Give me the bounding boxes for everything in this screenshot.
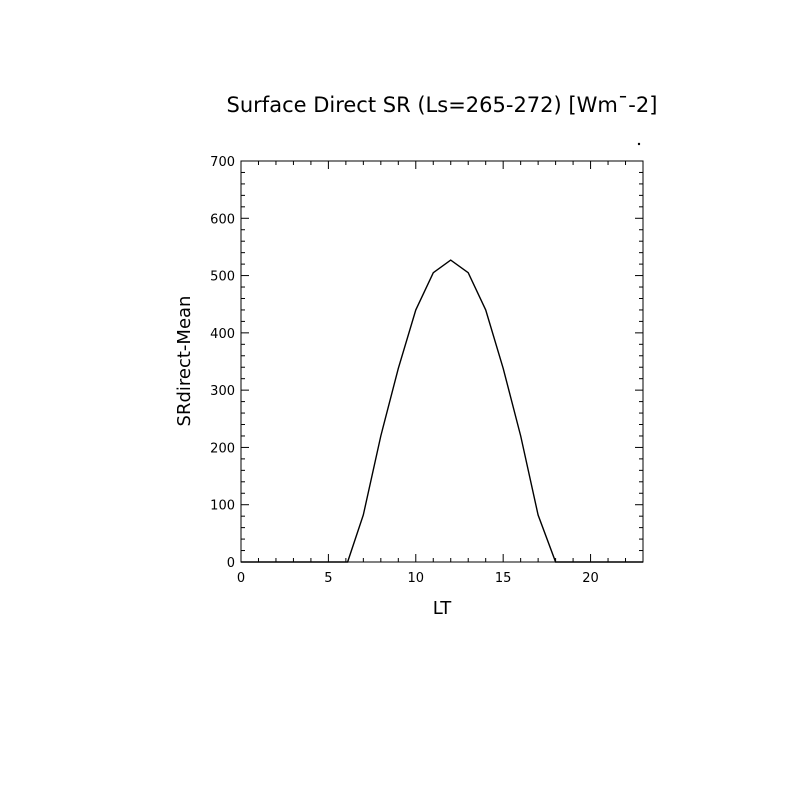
y-tick-label: 100 xyxy=(210,499,235,514)
x-tick-label: 5 xyxy=(324,571,332,586)
x-tick-label: 10 xyxy=(408,571,425,586)
x-axis-label: LT xyxy=(433,598,453,619)
y-tick-label: 700 xyxy=(210,155,235,170)
plot-area xyxy=(240,160,644,563)
y-axis-label: SRdirect-Mean xyxy=(174,296,195,427)
x-axis: 0 5 10 15 20 xyxy=(237,161,644,586)
y-tick-label: 600 xyxy=(210,212,235,227)
y-axis: 0 100 200 300 400 500 600 700 xyxy=(210,155,643,571)
x-tick-label: 0 xyxy=(237,571,245,586)
series-line xyxy=(241,259,643,563)
chart-title: Surface Direct SR (Ls=265-272) [Wm¯-2] xyxy=(227,93,658,117)
x-tick-label: 15 xyxy=(495,571,512,586)
y-tick-label: 0 xyxy=(227,556,235,571)
y-tick-label: 400 xyxy=(210,327,235,342)
corner-dot xyxy=(637,142,641,146)
y-tick-label: 200 xyxy=(210,441,235,456)
y-tick-label: 300 xyxy=(210,384,235,399)
y-tick-label: 500 xyxy=(210,270,235,285)
x-tick-label: 20 xyxy=(582,571,599,586)
